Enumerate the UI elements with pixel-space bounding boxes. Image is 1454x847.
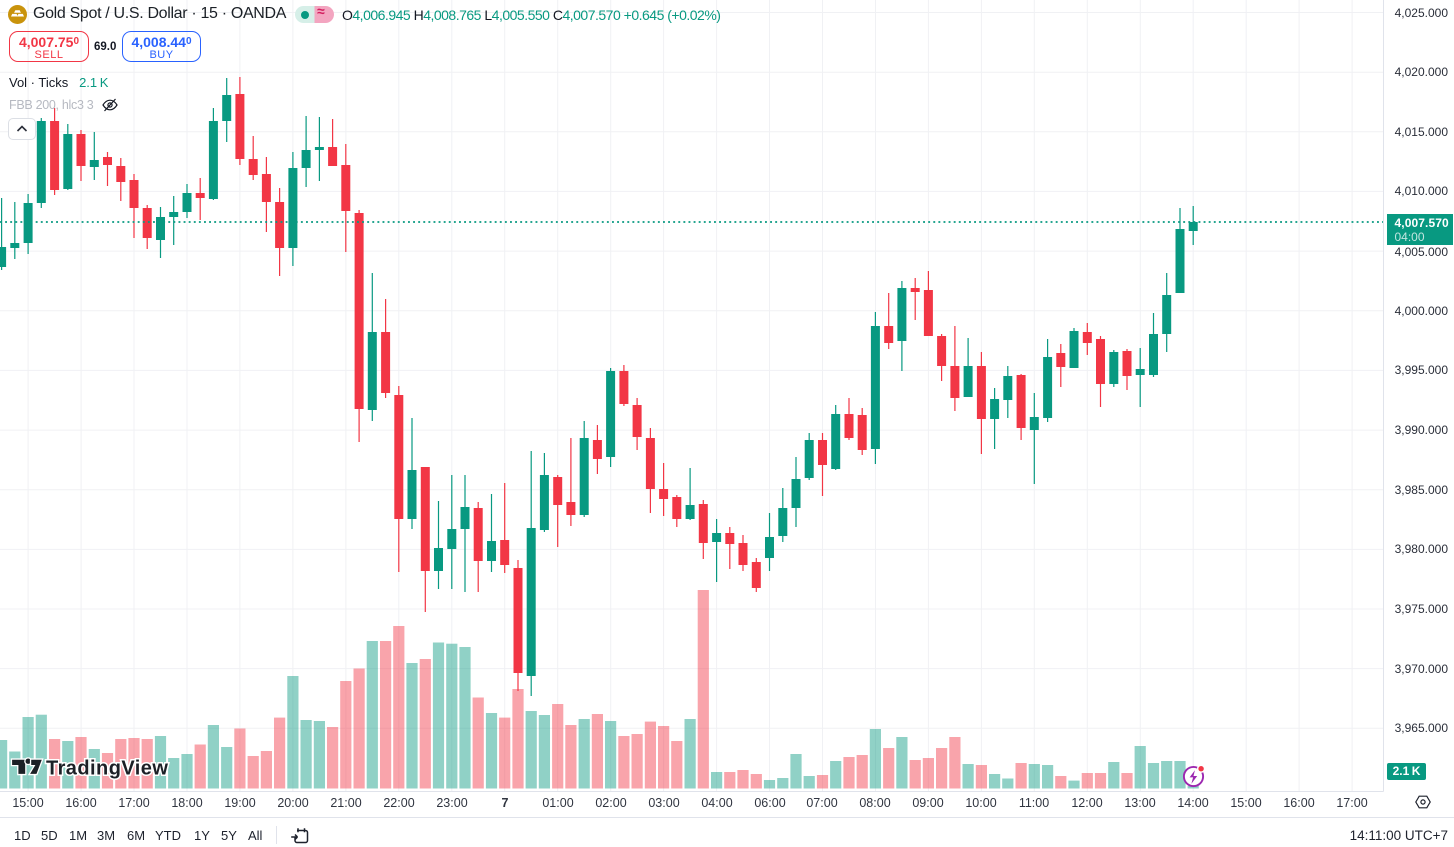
svg-text:TradingView: TradingView xyxy=(46,758,168,780)
